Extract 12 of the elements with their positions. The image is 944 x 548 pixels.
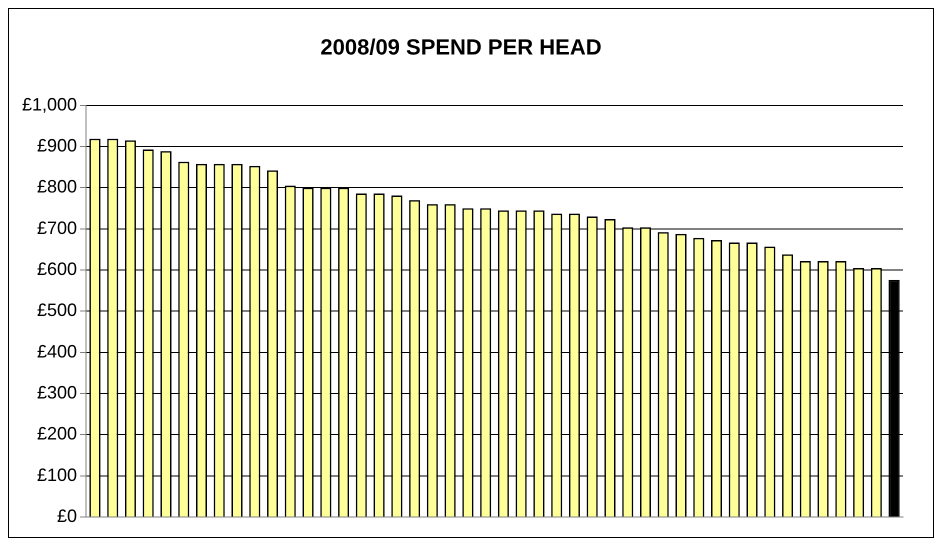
y-tick-label: £300 bbox=[37, 382, 78, 402]
y-tick-label: £500 bbox=[37, 300, 78, 320]
y-tick-label: £400 bbox=[37, 341, 78, 362]
y-tick-label: £100 bbox=[37, 464, 78, 485]
y-tick-label: £900 bbox=[37, 136, 78, 156]
y-tick-label: £200 bbox=[37, 424, 78, 444]
chart-title: 2008/09 SPEND PER HEAD bbox=[320, 34, 602, 60]
y-tick-label: £1,000 bbox=[22, 94, 78, 114]
y-tick-label: £700 bbox=[37, 218, 78, 238]
y-tick-label: £0 bbox=[57, 506, 78, 526]
y-tick-label: £600 bbox=[37, 259, 78, 280]
y-tick-label: £800 bbox=[37, 176, 78, 197]
